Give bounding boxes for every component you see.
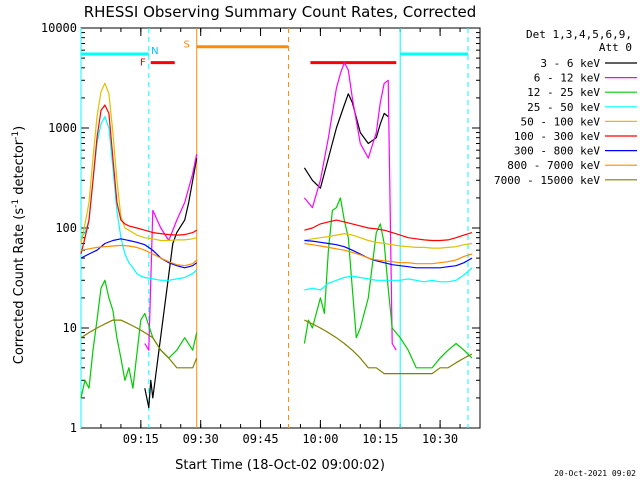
marker-label: N [151, 46, 158, 57]
legend-label: 25 - 50 keV [527, 101, 600, 114]
y-tick-label: 1000 [48, 121, 77, 135]
y-tick-label: 1 [70, 421, 77, 435]
series-50-100-kev [80, 82, 473, 249]
x-axis-label: Start Time (18-Oct-02 09:00:02) [175, 458, 385, 473]
x-tick-label: 09:45 [242, 432, 278, 446]
y-tick-label: 100 [55, 221, 77, 235]
series-line [304, 239, 473, 269]
markers-layer: N S F [80, 28, 469, 428]
x-tick-label: 10:00 [302, 432, 338, 446]
marker-label: F [140, 58, 146, 69]
series-6-12-kev [144, 62, 397, 351]
series-line [304, 267, 473, 291]
series-line [303, 197, 473, 369]
legend-header-line1: Det 1,3,4,5,6,9, [526, 28, 632, 41]
series-line [303, 62, 397, 351]
series-line [80, 82, 197, 244]
series-12-25-kev [80, 197, 473, 399]
y-tick-label: 10 [63, 321, 77, 335]
legend-label: 12 - 25 keV [527, 86, 600, 99]
legend-label: 3 - 6 keV [540, 57, 600, 70]
legend-header-line2: Att 0 [599, 41, 632, 54]
legend-label: 300 - 800 keV [514, 145, 600, 158]
chart-title: RHESSI Observing Summary Count Rates, Co… [84, 3, 477, 21]
y-axis: 1 10 100 1000 10000 [41, 21, 480, 435]
x-axis: 09:15 09:30 09:45 10:00 10:15 10:30 [80, 28, 481, 446]
legend-label: 800 - 7000 keV [507, 159, 600, 172]
x-tick-label: 09:30 [183, 432, 219, 446]
series-line [304, 233, 473, 249]
series-line [304, 219, 473, 242]
y-axis-label: Corrected Count Rate (s-1 detector-1) [11, 126, 27, 364]
y-label-part2: detector [12, 139, 27, 199]
series-line [304, 242, 473, 265]
series-line [144, 153, 198, 351]
legend-label: 6 - 12 keV [534, 72, 601, 85]
series-layer [80, 62, 473, 409]
y-label-part1: Corrected Count Rate (s [12, 208, 27, 365]
x-tick-label: 10:30 [422, 432, 458, 446]
x-tick-label: 10:15 [362, 432, 398, 446]
legend: Det 1,3,4,5,6,9, Att 0 3 - 6 keV 6 - 12 k… [494, 28, 637, 187]
series-line [80, 104, 198, 255]
series-800-7000-kev [80, 242, 473, 267]
y-label-sup1: -1 [11, 199, 21, 208]
series-line [80, 115, 198, 281]
y-label-part3: ) [12, 126, 27, 131]
legend-label: 50 - 100 keV [521, 115, 601, 128]
timestamp: 20-Oct-2021 09:02 [554, 469, 636, 478]
series-line [80, 244, 198, 267]
series-line [80, 319, 198, 369]
series-line [304, 319, 473, 375]
y-tick-label: 10000 [41, 21, 77, 35]
series-line [80, 238, 198, 269]
legend-label: 7000 - 15000 keV [494, 174, 600, 187]
series-7000-15000-kev [80, 319, 473, 375]
series-100-300-kev [80, 104, 473, 255]
series-line [303, 93, 389, 189]
legend-label: 100 - 300 keV [514, 130, 600, 143]
y-label-sup2: -1 [11, 131, 21, 140]
series-25-50-kev [80, 115, 473, 291]
series-3-6-kev [144, 93, 389, 409]
x-tick-label: 09:15 [123, 432, 159, 446]
series-line [80, 279, 198, 399]
series-line [144, 157, 198, 409]
marker-label: S [184, 39, 190, 50]
